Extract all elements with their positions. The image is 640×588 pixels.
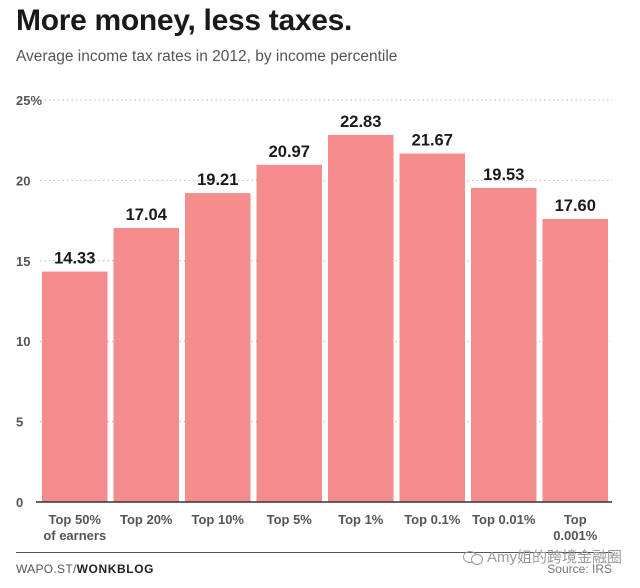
wechat-icon bbox=[462, 549, 483, 565]
x-tick-label: Top 5% bbox=[267, 512, 313, 527]
watermark: Amy姐的跨境金融圈 bbox=[462, 546, 622, 567]
bar bbox=[256, 164, 322, 502]
bar bbox=[471, 187, 537, 503]
chart-subtitle: Average income tax rates in 2012, by inc… bbox=[16, 48, 398, 65]
x-tick-label: 0.001% bbox=[553, 528, 598, 543]
footer-source-prefix: WAPO.ST/ bbox=[16, 562, 77, 576]
x-tick-label: Top 50% bbox=[49, 512, 102, 527]
x-tick-label: Top bbox=[564, 512, 587, 527]
x-tick-label: Top 10% bbox=[192, 512, 245, 527]
y-tick-label: 20 bbox=[16, 173, 30, 188]
bar bbox=[328, 134, 394, 502]
footer-source-brand: WONKBLOG bbox=[76, 562, 155, 576]
data-label: 17.60 bbox=[555, 197, 596, 215]
x-tick-label: Top 0.1% bbox=[404, 512, 461, 527]
data-label: 14.33 bbox=[54, 250, 95, 268]
data-label: 19.21 bbox=[197, 171, 238, 189]
chart-title: More money, less taxes. bbox=[16, 4, 353, 37]
x-tick-label: Top 0.01% bbox=[472, 512, 536, 527]
footer-source-link[interactable]: WAPO.ST/WONKBLOG bbox=[16, 562, 154, 576]
footer-divider bbox=[16, 552, 612, 553]
y-tick-label: 25% bbox=[16, 93, 42, 108]
footer-source-credit: Source: IRS bbox=[547, 562, 612, 576]
y-tick-label: 15 bbox=[16, 254, 30, 269]
y-tick-label: 0 bbox=[16, 495, 23, 510]
y-tick-label: 10 bbox=[16, 334, 30, 349]
bar bbox=[113, 227, 179, 502]
data-label: 22.83 bbox=[340, 113, 381, 131]
x-tick-label: Top 1% bbox=[338, 512, 384, 527]
data-label: 17.04 bbox=[126, 206, 168, 224]
watermark-text: Amy姐的跨境金融圈 bbox=[486, 549, 622, 566]
x-tick-label: Top 20% bbox=[120, 512, 173, 527]
data-label: 19.53 bbox=[483, 166, 524, 184]
bar bbox=[542, 218, 608, 502]
y-tick-label: 5 bbox=[16, 415, 23, 430]
data-label: 20.97 bbox=[269, 143, 310, 161]
bar bbox=[399, 153, 465, 503]
bar bbox=[185, 193, 251, 502]
data-label: 21.67 bbox=[412, 132, 453, 150]
bar bbox=[42, 271, 108, 502]
x-tick-label: of earners bbox=[43, 528, 106, 543]
